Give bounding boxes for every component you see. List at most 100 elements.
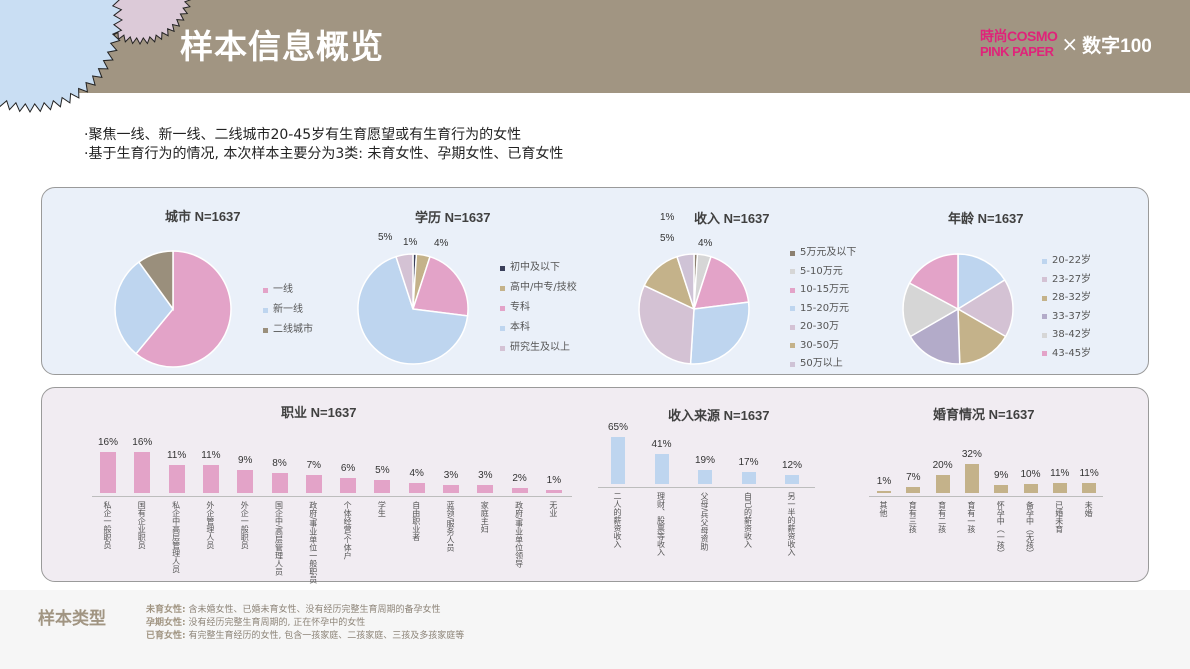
- logo-line2: PINK PAPER: [980, 44, 1054, 59]
- footer-title: 样本类型: [38, 609, 106, 629]
- legend-item: 专科: [500, 298, 577, 318]
- legend-label: 5万元及以下: [800, 247, 857, 258]
- definition-desc: 含未婚女性、已婚未育女性、没有经历完整生育周期的备孕女性: [185, 605, 441, 615]
- bar-column: 6%: [330, 463, 366, 496]
- bar-column: 4%: [399, 468, 435, 496]
- legend-swatch-icon: [500, 265, 505, 271]
- bar-column: 11%: [193, 450, 229, 496]
- pie-slice: [114, 261, 174, 355]
- pie-slice: [412, 255, 469, 317]
- bar: [1023, 484, 1038, 493]
- bar: [1052, 483, 1067, 493]
- bar-column: 16%: [90, 437, 126, 496]
- pie-slice: [689, 301, 750, 365]
- bar: [698, 470, 712, 484]
- cosmo-logo: 時尚COSMO PINK PAPER: [980, 29, 1058, 60]
- legend-swatch-icon: [790, 361, 795, 367]
- legend-item: 10-15万元: [790, 281, 856, 300]
- definition-term: 孕期女性:: [146, 618, 186, 628]
- income-pie-chart: [638, 253, 750, 365]
- bar-value-label: 11%: [1079, 468, 1099, 480]
- bar-charts-panel: [41, 387, 1149, 582]
- starburst-decoration-icon: [0, 0, 192, 113]
- bar-column: 11%: [159, 450, 195, 496]
- bullet-1: ·聚焦一线、新一线、二线城市20-45岁有生育愿望或有生育行为的女性: [84, 127, 522, 143]
- legend-label: 初中及以下: [510, 262, 560, 273]
- legend-swatch-icon: [500, 305, 505, 311]
- definition-desc: 没有经历完整生育周期的, 正在怀孕中的女性: [185, 618, 366, 628]
- legend-item: 33-37岁: [1042, 308, 1091, 327]
- legend-swatch-icon: [1042, 314, 1047, 320]
- bar-value-label: 11%: [1050, 468, 1070, 480]
- legend-label: 5-10万元: [800, 265, 843, 277]
- page-title: 样本信息概览: [180, 27, 384, 66]
- age-chart-title: 年龄 N=1637: [948, 211, 1024, 226]
- pie-slice-label: 1%: [660, 212, 675, 223]
- bar-column: 2%: [502, 473, 538, 496]
- legend-item: 30-50万: [790, 337, 856, 356]
- legend-label: 专科: [510, 302, 530, 313]
- education-legend: 初中及以下 高中/中专/技校 专科 本科 研究生及以上: [500, 258, 577, 358]
- legend-swatch-icon: [500, 345, 505, 351]
- bar-column: 32%: [955, 449, 989, 496]
- pie-slice: [957, 307, 1007, 365]
- bar-column: 1%: [867, 476, 901, 496]
- legend-swatch-icon: [1042, 277, 1047, 283]
- legend-item: 高中/中专/技校: [500, 278, 577, 298]
- legend-label: 28-32岁: [1052, 292, 1092, 303]
- legend-swatch-icon: [790, 269, 795, 275]
- x-axis-category-label: 理财、股票等收入: [656, 492, 666, 556]
- bar: [340, 477, 357, 493]
- x-axis-category-label: 蓝领/服务人员: [446, 501, 455, 552]
- pie-slice-label: 5%: [378, 232, 393, 243]
- legend-label: 43-45岁: [1052, 347, 1092, 359]
- legend-label: 本科: [510, 322, 530, 333]
- bar: [374, 480, 391, 493]
- pie-slice-label: 4%: [698, 238, 713, 249]
- x-axis-category-label: 自由职业者: [411, 501, 421, 541]
- x-axis-category-label: 已婚未育: [1054, 501, 1064, 533]
- partner-logo: 数字100: [1082, 35, 1152, 57]
- bar-column: 8%: [262, 458, 298, 496]
- bar: [511, 487, 528, 493]
- pie-slice: [692, 255, 750, 310]
- bar-value-label: 16%: [132, 437, 153, 449]
- bar: [935, 475, 950, 493]
- bar-value-label: 9%: [237, 455, 253, 467]
- footer: 样本类型 未育女性: 含未婚女性、已婚未育女性、没有经历完整生育周期的备孕女性 …: [0, 590, 1190, 669]
- city-legend: 一线 新一线 二线城市: [263, 280, 313, 340]
- bar: [100, 452, 116, 493]
- x-axis-category-label: 未婚: [1084, 501, 1094, 517]
- income-chart-title: 收入 N=1637: [694, 211, 770, 226]
- pie-slice: [395, 253, 414, 310]
- bar-value-label: 11%: [166, 449, 187, 461]
- legend-swatch-icon: [790, 250, 795, 256]
- legend-swatch-icon: [1042, 295, 1047, 301]
- legend-swatch-icon: [500, 285, 505, 291]
- x-axis-category-label: 私企一般职员: [103, 501, 112, 549]
- occupation-chart-title: 职业 N=1637: [281, 405, 357, 420]
- legend-label: 高中/中专/技校: [510, 282, 577, 293]
- definition-term: 未育女性:: [146, 605, 186, 615]
- bar-column: 10%: [1014, 469, 1048, 496]
- bar-value-label: 16%: [97, 437, 118, 449]
- bar-column: 7%: [296, 460, 332, 496]
- marital-x-axis: [869, 496, 1103, 497]
- legend-item: 50万以上: [790, 355, 856, 374]
- bar: [877, 491, 891, 493]
- legend-swatch-icon: [790, 324, 795, 330]
- x-axis-category-label: 无业: [548, 501, 558, 517]
- pie-slice: [909, 307, 961, 365]
- header-bar: 样本信息概览 時尚COSMO PINK PAPER × 数字100: [0, 0, 1190, 113]
- x-axis-category-label: 国有企业职员: [137, 501, 147, 549]
- bar-value-label: 20%: [932, 460, 953, 471]
- age-legend: 20-22岁 23-27岁 28-32岁 33-37岁 38-42岁 43-45岁: [1042, 252, 1091, 363]
- bar-column: 41%: [645, 439, 679, 487]
- legend-item: 初中及以下: [500, 258, 577, 278]
- bar-column: 11%: [1072, 468, 1106, 496]
- pie-slice-label: 5%: [660, 233, 675, 244]
- city-chart-title: 城市 N=1637: [165, 209, 241, 224]
- x-axis-category-label: 自己的薪资收入: [743, 492, 753, 548]
- legend-swatch-icon: [790, 306, 795, 312]
- legend-label: 20-22岁: [1052, 255, 1092, 266]
